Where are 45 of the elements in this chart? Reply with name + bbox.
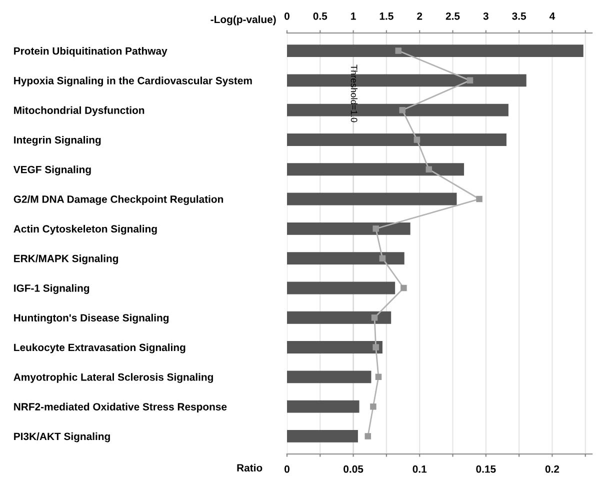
point: [414, 136, 420, 143]
point: [372, 226, 379, 232]
point: [399, 106, 406, 114]
y-tick-label: Amyotrophic Lateral Sclerosis Signaling: [14, 373, 213, 383]
x2-tick-label: 1: [351, 12, 356, 20]
point: [400, 284, 407, 292]
y-tick-label: Actin Cytoskeleton Signaling: [14, 224, 157, 235]
x2-tick-label: 0.5: [313, 12, 328, 20]
x2-tick-label: 4: [549, 12, 556, 20]
x-tick-label: 0.05: [344, 465, 364, 473]
point: [426, 166, 432, 173]
x2-tick-label: 1.5: [380, 12, 394, 20]
y-tick-label: ERK/MAPK Signaling: [14, 254, 118, 264]
y-tick-label: IGF-1 Signaling: [14, 284, 90, 294]
y-tick-label: Huntington's Disease Signaling: [14, 314, 169, 324]
x2-tick-label: 2: [417, 12, 422, 20]
x2-tick-label: 2.5: [446, 12, 460, 20]
y-tick-label: VEGF Signaling: [13, 166, 91, 176]
x2-tick-label: 0: [284, 12, 290, 20]
y-tick-label: Integrin Signaling: [14, 136, 101, 146]
y-tick-label: Leukocyte Extravasation Signaling: [14, 343, 186, 354]
point: [372, 344, 379, 350]
x-tick-label: 0: [284, 465, 290, 473]
x2-tick-label: 3.5: [512, 12, 526, 20]
x2-axis-title: -Log(p-value): [210, 15, 276, 26]
point: [375, 374, 382, 380]
point: [371, 314, 378, 321]
point: [466, 77, 474, 84]
y-tick-label: NRF2-mediated Oxidative Stress Response: [14, 402, 227, 412]
x-tick-label: 0.2: [545, 465, 560, 473]
point: [364, 433, 372, 440]
x-tick-label: 0.15: [476, 465, 496, 473]
y-tick-label: Mitochondrial Dysfunction: [14, 106, 144, 116]
point: [395, 48, 402, 54]
y-tick-label: Hypoxia Signaling in the Cardiovascular System: [14, 76, 252, 86]
point: [370, 403, 376, 410]
point: [379, 255, 386, 262]
x-tick-label: 0.1: [412, 465, 427, 473]
x-axis-title: Ratio: [237, 464, 262, 472]
x2-tick-label: 3: [483, 12, 488, 20]
ref-line-label: Threshold=1.0: [350, 64, 358, 122]
point: [476, 196, 482, 202]
y-tick-label: PI3K/AKT Signaling: [14, 432, 110, 442]
y-tick-label: G2/M DNA Damage Checkpoint Regulation: [14, 195, 224, 206]
y-tick-label: Protein Ubiquitination Pathway: [14, 47, 168, 57]
